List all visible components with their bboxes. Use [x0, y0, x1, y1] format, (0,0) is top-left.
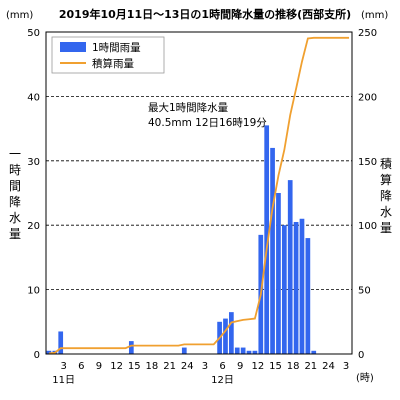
axis-label-char: 量 [9, 227, 21, 241]
right-y-tick: 100 [358, 221, 377, 232]
x-tick: 3 [60, 361, 66, 372]
x-tick: 15 [269, 361, 282, 372]
axis-label-char: 降 [380, 189, 392, 203]
day-label: 12日 [211, 375, 234, 386]
x-tick: 18 [146, 361, 159, 372]
x-tick-labels: 3 6 9 12 15 18 21 24 3 6 9 12 15 18 21 24 3 [60, 361, 349, 372]
left-y-tick: 10 [27, 286, 40, 297]
day-label: 11日 [52, 375, 75, 386]
axis-label-char: 水 [380, 205, 392, 219]
right-y-tick: 0 [358, 350, 364, 361]
annotation-max-value: 40.5mm 12日16時19分 [148, 117, 267, 129]
x-tick: 24 [181, 361, 194, 372]
chart-title: 2019年10月11日～13日の1時間降水量の推移(西部支所) [59, 7, 351, 21]
left-y-tick: 50 [27, 28, 40, 39]
rain-bar [281, 225, 287, 354]
rain-bar [246, 350, 252, 354]
rain-bar [181, 347, 187, 354]
rain-bar [276, 193, 281, 354]
x-tick: 9 [96, 361, 102, 372]
right-y-tick-labels: 0 50 100 150 200 250 [358, 28, 377, 361]
cumulative-rain-line [48, 36, 350, 355]
x-tick: 18 [287, 361, 300, 372]
rain-bar [58, 331, 64, 354]
axis-label-char: 降 [9, 195, 21, 209]
right-y-tick: 250 [358, 28, 377, 39]
axis-label-char: 積 [380, 156, 392, 171]
legend-label-hourly: 1時間雨量 [92, 42, 141, 54]
left-y-tick: 0 [34, 350, 40, 361]
cumulative-line [48, 36, 350, 355]
hourly-rain-bars [46, 125, 317, 354]
x-tick: 6 [78, 361, 84, 372]
rain-bar [229, 312, 234, 354]
legend: 1時間雨量 積算雨量 [51, 36, 165, 74]
x-tick: 21 [163, 361, 176, 372]
annotation-max-label: 最大1時間降水量 [148, 101, 229, 114]
rain-bar [128, 341, 134, 354]
rain-bar [264, 125, 270, 354]
right-y-tick: 200 [358, 92, 377, 103]
left-y-tick: 20 [27, 221, 40, 232]
x-tick: 12 [110, 361, 123, 372]
left-y-tick-labels: 0 10 20 30 40 50 [27, 28, 40, 361]
x-axis-unit: (時) [356, 372, 374, 384]
axis-label-char: 量 [380, 221, 392, 235]
x-tick: 9 [237, 361, 243, 372]
rain-bar [311, 350, 317, 354]
day-labels: 11日 12日 [52, 375, 234, 386]
rain-bar [240, 347, 246, 354]
rain-bar [305, 238, 311, 354]
x-tick: 24 [322, 361, 335, 372]
axis-label-char: 算 [380, 172, 392, 187]
rain-bar [270, 147, 275, 354]
right-axis-unit: (mm) [361, 10, 388, 21]
x-tick: 15 [128, 361, 141, 372]
legend-label-cumulative: 積算雨量 [92, 57, 134, 70]
rain-bar [293, 221, 299, 354]
axis-label-char: 時 [9, 163, 21, 177]
x-tick: 3 [343, 361, 349, 372]
axis-label-char: 間 [9, 179, 21, 193]
left-y-tick: 30 [27, 157, 40, 168]
legend-swatch-hourly [60, 42, 86, 52]
x-tick: 6 [219, 361, 225, 372]
rain-bar [287, 180, 293, 354]
axis-label-char: 水 [9, 211, 21, 225]
x-tick: 12 [251, 361, 264, 372]
right-y-tick: 150 [358, 157, 377, 168]
rain-bar [234, 347, 240, 354]
axis-label-char: 一 [9, 147, 21, 161]
rain-bar [299, 218, 305, 354]
right-y-tick: 50 [358, 286, 371, 297]
rain-bar [252, 350, 258, 354]
rain-bar [46, 350, 52, 354]
left-axis-unit: (mm) [6, 10, 33, 21]
x-tick: 3 [202, 361, 208, 372]
x-tick: 21 [304, 361, 317, 372]
left-y-tick: 40 [27, 92, 40, 103]
rain-bar [223, 318, 228, 354]
plot-frame [45, 31, 353, 355]
